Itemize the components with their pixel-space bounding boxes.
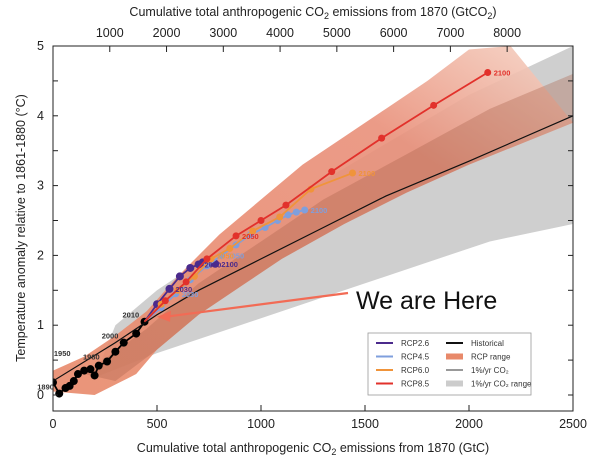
x-tick-label: 2000	[455, 417, 483, 431]
legend: RCP2.6 RCP4.5 RCP6.0 RCP8.5 Historical RCP ra…	[367, 332, 532, 396]
x-tick-label: 500	[147, 417, 168, 431]
data-point	[86, 365, 95, 374]
data-point	[349, 169, 357, 177]
x-tick-label: 1000	[247, 417, 275, 431]
data-point	[103, 357, 112, 366]
data-point	[203, 255, 211, 263]
data-point	[276, 213, 284, 221]
plot-frame	[52, 45, 574, 412]
data-point	[165, 284, 174, 293]
year-label: 2050	[242, 232, 259, 241]
legend-label: RCP8.5	[401, 380, 430, 389]
band-overlap	[84, 73, 573, 382]
plot-area	[53, 46, 573, 398]
data-point	[249, 227, 257, 235]
legend-label: Historical	[471, 339, 504, 348]
x2-tick-label: 5000	[323, 26, 351, 40]
y-tick-label: 0	[37, 388, 44, 402]
data-point	[94, 361, 103, 370]
data-point	[232, 232, 240, 240]
y-tick-label: 4	[37, 109, 44, 123]
x2-tick-label: 3000	[209, 26, 237, 40]
data-point	[284, 211, 292, 219]
data-point	[175, 272, 184, 281]
data-point	[378, 134, 386, 142]
year-label: 1950	[54, 349, 71, 358]
data-point	[111, 347, 120, 356]
year-label: 2050	[227, 251, 244, 260]
x-tick-label: 1500	[351, 417, 379, 431]
x2-tick-label: 6000	[380, 26, 408, 40]
data-point	[301, 206, 309, 214]
series-1-yr-co2	[53, 115, 573, 382]
data-point	[484, 69, 492, 77]
y-tick-label: 3	[37, 179, 44, 193]
y-tick-label: 5	[37, 39, 44, 53]
year-label: 1890	[37, 383, 54, 392]
data-point	[282, 201, 290, 209]
legend-label: RCP6.0	[401, 366, 430, 375]
data-point	[430, 101, 438, 109]
data-point	[226, 244, 234, 252]
data-point	[73, 370, 82, 379]
data-point	[328, 168, 336, 176]
we-are-here-annotation: We are Here	[356, 287, 497, 315]
arrow-head-icon	[157, 310, 171, 322]
year-label: 2100	[311, 206, 328, 215]
year-label: 2100	[494, 69, 511, 78]
x2-tick-label: 4000	[266, 26, 294, 40]
top-axis-title: Cumulative total anthropogenic CO2 emiss…	[129, 5, 496, 21]
data-point	[80, 366, 89, 375]
data-point	[119, 338, 128, 347]
x-tick-label: 0	[50, 417, 57, 431]
year-label: 2010	[123, 311, 140, 320]
data-point	[90, 371, 99, 380]
year-label: 2050	[205, 260, 222, 269]
year-label: 2100	[221, 260, 238, 269]
x2-tick-label: 1000	[96, 26, 124, 40]
legend-swatch	[446, 380, 463, 387]
y-tick-label: 1	[37, 318, 44, 332]
year-label: 1980	[83, 353, 100, 362]
data-point	[132, 329, 141, 338]
year-label: 2050	[217, 251, 234, 260]
legend-label: 1%/yr CO₂ range	[471, 380, 532, 389]
x2-tick-label: 7000	[436, 26, 464, 40]
arrow-line	[164, 291, 349, 318]
year-label: 2030	[182, 290, 199, 299]
data-point	[186, 263, 195, 272]
legend-label: 1%/yr CO₂	[471, 366, 509, 375]
data-point	[55, 389, 64, 398]
axis-ticks: 0 500 1000 1500 2000 2500 1000 2000 3000 4000 5000…	[37, 26, 587, 431]
year-label: 2030	[175, 285, 192, 294]
rcp-range-band	[53, 46, 573, 395]
data-point	[292, 208, 300, 216]
data-point	[69, 377, 78, 386]
x-tick-label: 2500	[559, 417, 587, 431]
y-axis-title: Temperature anomaly relative to 1861-188…	[14, 94, 28, 362]
legend-label: RCP range	[471, 353, 511, 362]
x2-tick-label: 8000	[493, 26, 521, 40]
x2-tick-label: 2000	[153, 26, 181, 40]
legend-label: RCP4.5	[401, 353, 430, 362]
data-point	[182, 278, 190, 286]
bottom-axis-title: Cumulative total anthropogenic CO2 emiss…	[137, 441, 489, 457]
year-label: 2100	[359, 169, 376, 178]
year-label: 2000	[102, 332, 119, 341]
y-tick-label: 2	[37, 248, 44, 262]
data-point	[161, 297, 169, 305]
legend-swatch	[446, 353, 463, 360]
data-point	[257, 217, 265, 224]
legend-label: RCP2.6	[401, 339, 430, 348]
